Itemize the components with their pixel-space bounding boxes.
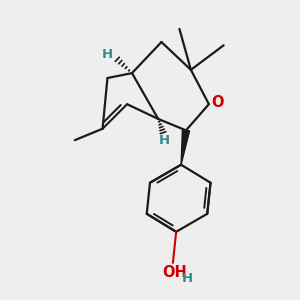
Polygon shape bbox=[181, 130, 190, 165]
Text: H: H bbox=[182, 272, 193, 285]
Text: H: H bbox=[159, 134, 170, 147]
Text: H: H bbox=[102, 48, 113, 61]
Text: O: O bbox=[211, 95, 223, 110]
Text: OH: OH bbox=[162, 265, 187, 280]
